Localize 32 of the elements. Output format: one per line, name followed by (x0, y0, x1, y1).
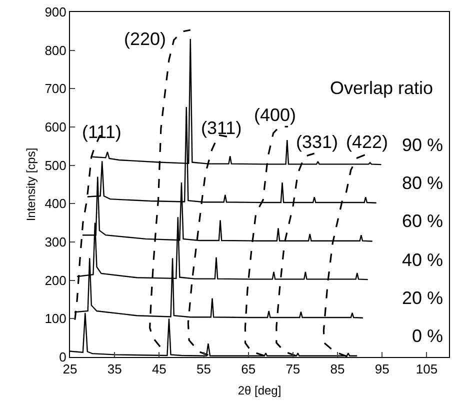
x-tick-label: 75 (286, 362, 300, 377)
y-tick-label: 700 (44, 81, 66, 96)
y-axis-title: Intensity [cps] (24, 148, 38, 222)
series-label: 90 % (402, 135, 444, 155)
x-axis-title: 2θ [deg] (238, 384, 282, 398)
y-tick-label: 200 (44, 272, 66, 288)
y-tick-label: 800 (44, 42, 66, 58)
y-tick-label: 600 (44, 120, 66, 135)
annotation: (422) (346, 132, 388, 152)
series-label: 80 % (402, 173, 444, 193)
text: 20 % (402, 288, 444, 308)
y-tick-label: 900 (44, 4, 66, 20)
annotation: (111) (82, 122, 122, 142)
x-tick-label: 105 (416, 362, 438, 377)
y-tick-label: 400 (44, 196, 66, 212)
x-tick-label: 35 (107, 362, 122, 377)
annotation: (331) (296, 132, 338, 152)
y-tick-label: 300 (44, 234, 66, 250)
annotation: (311) (201, 118, 242, 138)
x-tick-label: 85 (330, 362, 345, 377)
series-label: 40 % (402, 250, 444, 270)
annotation: (220) (124, 29, 166, 49)
annotation: (400) (254, 105, 296, 125)
x-tick-label: 45 (152, 362, 166, 377)
x-tick-label: 95 (374, 362, 390, 377)
x-tick-label: 65 (241, 362, 256, 377)
annotation: Overlap ratio (330, 78, 434, 98)
series-label: 60 % (402, 211, 444, 231)
y-tick-label: 100 (44, 311, 66, 326)
y-tick-label: 500 (44, 158, 66, 173)
x-tick-label: 55 (196, 362, 211, 377)
text: 0 % (412, 326, 444, 346)
